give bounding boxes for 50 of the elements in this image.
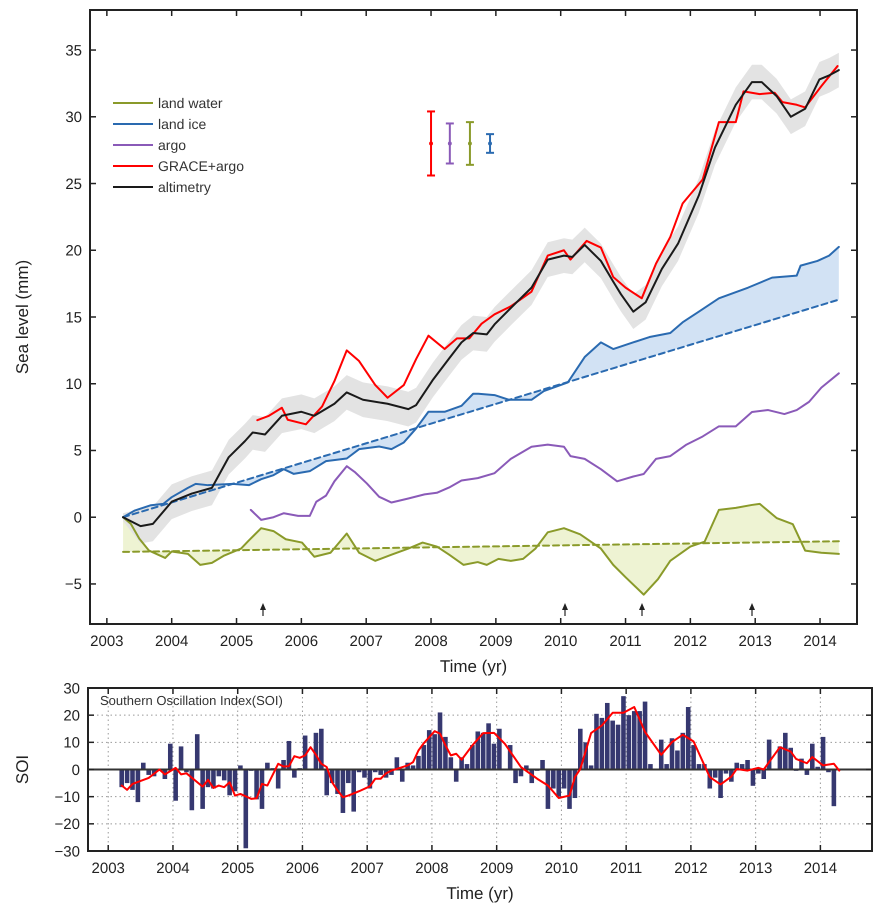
y-tick-label: −30: [54, 843, 80, 860]
y-tick-label: 10: [63, 734, 80, 752]
y-tick-label: 20: [65, 242, 82, 260]
x-axis-title: Time (yr): [446, 884, 514, 903]
y-tick-label: −10: [54, 788, 80, 806]
y-tick-label: 35: [65, 42, 82, 60]
x-tick-label: 2014: [803, 633, 837, 650]
x-tick-label: 2009: [480, 860, 514, 877]
x-tick-label: 2008: [415, 860, 449, 877]
x-tick-label: 2014: [804, 860, 838, 877]
x-tick-label: 2010: [544, 633, 578, 650]
x-tick-label: 2010: [544, 860, 578, 877]
x-tick-label: 2011: [610, 860, 642, 877]
x-tick-label: 2006: [284, 633, 318, 650]
legend-label: land water: [158, 94, 223, 111]
x-tick-label: 2013: [738, 633, 772, 650]
y-tick-label: 10: [65, 376, 82, 393]
y-axis-title: Sea level (mm): [13, 260, 32, 374]
x-tick-label: 2012: [674, 633, 708, 650]
x-tick-label: 2004: [156, 860, 190, 877]
x-tick-label: 2006: [286, 860, 320, 877]
x-tick-label: 2005: [220, 633, 254, 650]
y-tick-label: 5: [74, 442, 82, 460]
x-tick-label: 2005: [221, 860, 254, 877]
y-tick-label: 15: [65, 309, 82, 326]
chart-title: Southern Oscillation Index(SOI): [100, 693, 283, 708]
legend-label: GRACE+argo: [158, 158, 244, 174]
x-tick-label: 2004: [155, 633, 188, 650]
y-tick-label: 30: [65, 109, 82, 126]
y-tick-label: 20: [63, 707, 80, 724]
x-tick-label: 2013: [738, 860, 772, 877]
legend-label: altimetry: [158, 178, 211, 195]
x-axis-title: Time (yr): [440, 657, 508, 676]
y-tick-label: 0: [74, 509, 82, 526]
x-tick-label: 2012: [674, 860, 708, 877]
x-tick-label: 2007: [350, 633, 383, 650]
x-tick-label: 2003: [92, 860, 125, 877]
legend-label: argo: [158, 136, 186, 153]
y-tick-label: −20: [54, 816, 80, 834]
x-tick-label: 2009: [479, 633, 513, 650]
x-tick-label: 2008: [414, 633, 448, 650]
y-tick-label: 0: [72, 762, 80, 779]
y-tick-label: 30: [63, 680, 80, 698]
y-tick-label: −5: [64, 576, 82, 594]
y-axis-title: SOI: [13, 754, 32, 784]
y-tick-label: 25: [65, 176, 82, 193]
x-tick-label: 2003: [90, 633, 124, 650]
x-tick-label: 2007: [350, 860, 384, 877]
x-tick-label: 2011: [609, 633, 642, 650]
legend-label: land ice: [158, 116, 206, 132]
